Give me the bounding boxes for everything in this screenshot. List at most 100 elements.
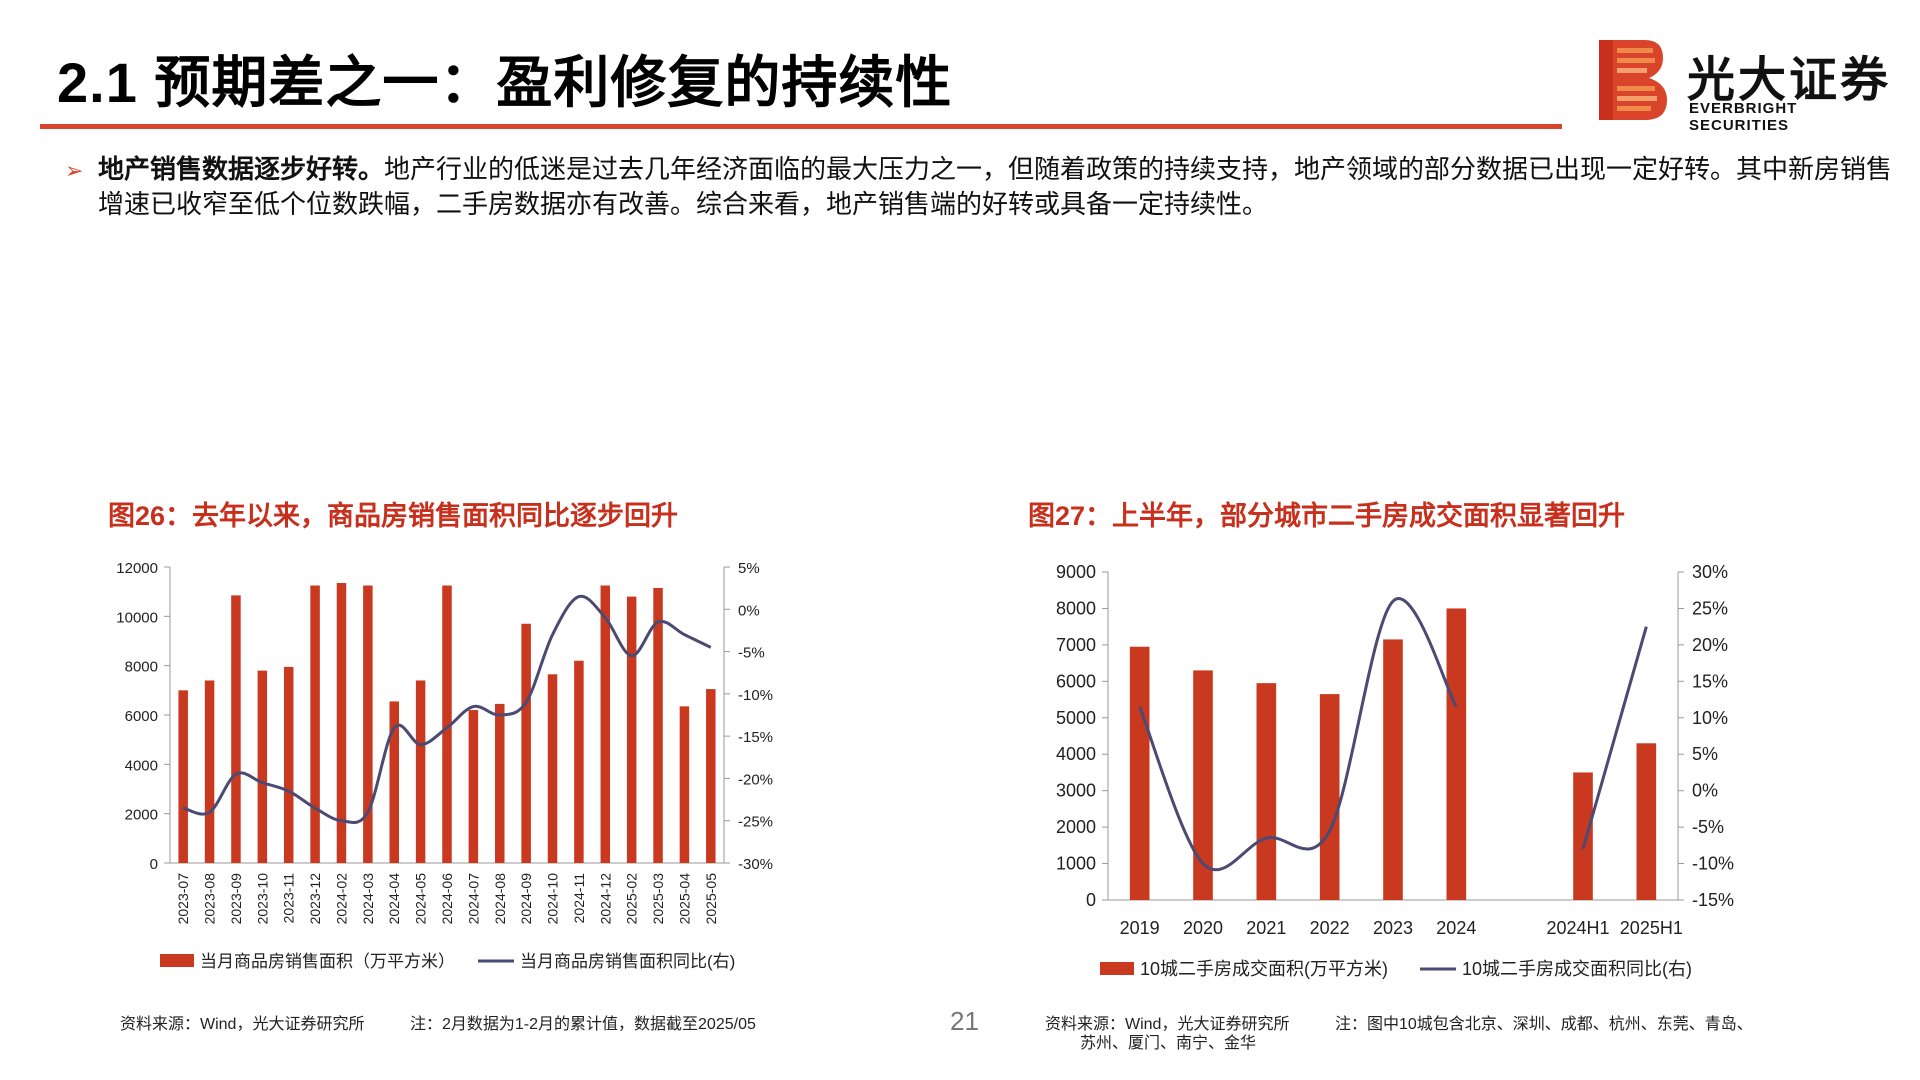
right-axis-tick-label: -5%	[1692, 817, 1724, 837]
bar	[204, 680, 215, 863]
left-axis-tick-label: 4000	[1056, 744, 1096, 764]
x-axis-tick-label: 2021	[1246, 918, 1286, 938]
left-axis-tick-label: 8000	[1056, 598, 1096, 618]
x-axis-tick-label: 2020	[1183, 918, 1223, 938]
right-axis-tick-label: -30%	[738, 856, 773, 873]
bar	[1573, 772, 1593, 900]
x-axis-tick-label: 2025-02	[624, 873, 640, 925]
right-axis-tick-label: 15%	[1692, 671, 1728, 691]
left-axis-tick-label: 6000	[125, 708, 158, 725]
yoy-line	[1138, 597, 1458, 872]
logo-text-en: EVERBRIGHT SECURITIES	[1689, 100, 1798, 134]
x-axis-tick-label: 2024-04	[386, 873, 402, 925]
x-axis-tick-label: 2023	[1373, 918, 1413, 938]
bar	[626, 596, 637, 863]
x-axis-tick-label: 2025H1	[1620, 918, 1683, 938]
bar	[1636, 743, 1657, 900]
x-axis-tick-label: 2024-07	[465, 873, 481, 925]
bar	[706, 689, 716, 863]
legend-line-label: 10城二手房成交面积同比(右)	[1462, 959, 1692, 979]
x-axis-tick-label: 2024-08	[492, 873, 508, 925]
right-axis-tick-label: 20%	[1692, 635, 1728, 655]
x-axis-tick-label: 2024-09	[518, 873, 534, 925]
bar	[442, 585, 452, 863]
bar	[600, 585, 611, 863]
yoy-line	[182, 594, 712, 825]
bullet-body: 地产行业的低迷是过去几年经济面临的最大压力之一，但随着政策的持续支持，地产领域的…	[98, 154, 1893, 219]
yoy-line	[1581, 626, 1648, 850]
bar	[1446, 608, 1467, 900]
right-axis-tick-label: 30%	[1692, 562, 1728, 582]
bar	[468, 710, 479, 863]
legend-bar-label: 当月商品房销售面积（万平方米）	[200, 952, 455, 971]
bar	[283, 666, 294, 863]
right-axis-tick-label: 0%	[738, 602, 760, 619]
title-divider	[40, 124, 1562, 129]
figure-26-note: 注：2月数据为1-2月的累计值，数据截至2025/05	[410, 1016, 756, 1033]
bullet-lead: 地产销售数据逐步好转。	[98, 154, 385, 184]
bar	[231, 595, 241, 863]
right-axis-tick-label: -20%	[738, 771, 773, 788]
bar	[310, 585, 320, 863]
bar	[415, 680, 426, 863]
right-axis-tick-label: -25%	[738, 814, 773, 831]
right-axis-tick-label: -15%	[1692, 890, 1734, 910]
right-axis-tick-label: -5%	[738, 645, 765, 662]
bar	[547, 674, 558, 863]
left-axis-tick-label: 2000	[125, 807, 158, 824]
bar	[389, 701, 399, 863]
chart-sales-area-yoy: 0 2000 4000 6000 8000 10000 12000 -30% -25% -20% -…	[116, 560, 773, 971]
left-axis-tick-label: 1000	[1056, 854, 1096, 874]
x-axis-tick-label: 2019	[1120, 918, 1160, 938]
figure-27-title: 图27：上半年，部分城市二手房成交面积显著回升	[1028, 501, 1626, 531]
left-axis-tick-label: 12000	[116, 560, 158, 577]
x-axis-tick-label: 2025-04	[676, 873, 692, 925]
bar	[679, 706, 690, 863]
right-axis-tick-label: -15%	[738, 729, 773, 746]
x-axis-tick-label: 2025-03	[650, 873, 666, 925]
bar	[336, 583, 347, 863]
legend-line-label: 当月商品房销售面积同比(右)	[520, 952, 735, 971]
x-axis-tick-label: 2024-11	[571, 873, 587, 924]
x-axis-tick-label: 2025-05	[703, 873, 719, 925]
figure-26-title: 图26：去年以来，商品房销售面积同比逐步回升	[108, 501, 679, 531]
bar	[653, 587, 663, 863]
bar	[1319, 694, 1340, 900]
page-title: 2.1 预期差之一：盈利修复的持续性	[57, 51, 953, 114]
bullet-arrow-icon: ➢	[65, 158, 84, 183]
logo-mark-icon	[1599, 40, 1667, 120]
figure-27-note: 注：图中10城包含北京、深圳、成都、杭州、东莞、青岛、	[1335, 1016, 1753, 1033]
left-axis-tick-label: 2000	[1056, 817, 1096, 837]
left-axis-tick-label: 0	[1086, 890, 1096, 910]
bar	[1256, 683, 1277, 900]
bar	[495, 703, 505, 863]
bar	[1193, 670, 1213, 900]
left-axis-tick-label: 9000	[1056, 562, 1096, 582]
legend-bar-swatch	[160, 954, 194, 967]
right-axis-tick-label: -10%	[1692, 854, 1734, 874]
x-axis-tick-label: 2023-09	[228, 873, 244, 925]
left-axis-tick-label: 6000	[1056, 671, 1096, 691]
legend-bar-swatch	[1100, 962, 1134, 975]
x-axis-tick-label: 2024-03	[360, 873, 376, 925]
x-axis-tick-label: 2023-10	[254, 873, 270, 925]
left-axis-tick-label: 5000	[1056, 708, 1096, 728]
bar	[257, 670, 268, 863]
figure-27-source: 资料来源：Wind，光大证券研究所	[1045, 1016, 1290, 1033]
bar	[1129, 646, 1150, 900]
left-axis-tick-label: 3000	[1056, 781, 1096, 801]
left-axis-tick-label: 4000	[125, 757, 158, 774]
x-axis-tick-label: 2024-05	[413, 873, 429, 925]
legend-bar-label: 10城二手房成交面积(万平方米)	[1140, 959, 1388, 979]
right-axis-tick-label: 5%	[1692, 744, 1718, 764]
right-axis-tick-label: 25%	[1692, 598, 1728, 618]
right-axis-tick-label: 5%	[738, 560, 760, 577]
right-axis-tick-label: 10%	[1692, 708, 1728, 728]
company-logo: 光大证券 EVERBRIGHT SECURITIES	[1597, 38, 1897, 134]
figure-26-source: 资料来源：Wind，光大证券研究所	[120, 1016, 365, 1033]
x-axis-tick-label: 2024-06	[439, 873, 455, 925]
chart-second-hand-area-yoy: 0 1000 2000 3000 4000 5000 6000 7000 8000 9000 -15…	[1056, 562, 1734, 979]
bar	[363, 585, 373, 863]
x-axis-tick-label: 2024-12	[597, 873, 613, 925]
x-axis-tick-label: 2024-02	[333, 873, 349, 925]
